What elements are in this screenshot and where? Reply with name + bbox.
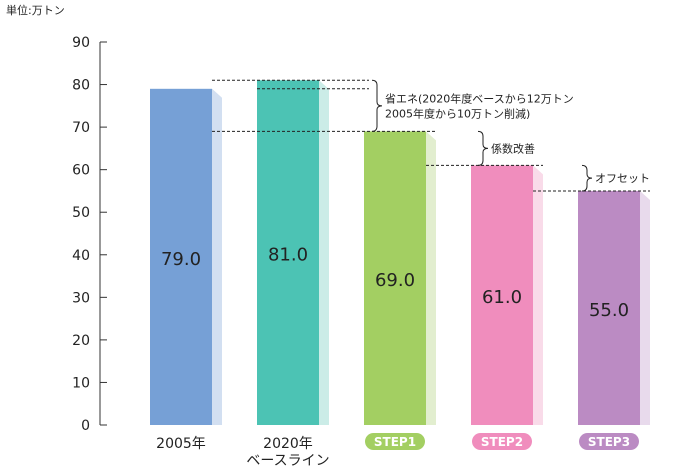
y-tick-label: 80: [72, 78, 90, 94]
bar-value-label: 69.0: [375, 270, 415, 291]
annotation-brace: [477, 130, 489, 166]
bar-shadow: [319, 80, 329, 426]
annotation-text: 省エネ(2020年度ベースから12万トン: [385, 91, 574, 105]
step-badge: [579, 433, 639, 450]
x-category-label: STEP2: [481, 435, 523, 449]
y-tick-label: 0: [81, 418, 90, 434]
bar-shadow: [640, 190, 650, 425]
annotation-text: 2005年度から10万トン削減): [385, 106, 530, 120]
annotation-brace: [371, 79, 383, 132]
y-tick-label: 40: [72, 248, 90, 264]
y-tick-label: 90: [72, 35, 90, 51]
y-tick-label: 60: [72, 163, 90, 179]
bar: [578, 190, 640, 425]
bar: [364, 131, 426, 425]
y-tick-label: 20: [72, 333, 90, 349]
bar-shadow: [426, 131, 436, 425]
bar-shadow: [533, 165, 543, 425]
step-badge: [365, 433, 425, 450]
bar: [257, 80, 319, 426]
x-category-label: STEP1: [374, 435, 416, 449]
unit-label: 単位:万トン: [6, 4, 65, 17]
y-tick-label: 50: [72, 205, 90, 221]
step-badge: [472, 433, 532, 450]
bar: [150, 88, 212, 426]
annotation-text: オフセット: [595, 172, 650, 185]
annotation-text: 係数改善: [491, 141, 535, 155]
bar: [471, 165, 533, 425]
annotation-brace: [581, 164, 593, 192]
y-tick-label: 10: [72, 375, 90, 391]
y-tick-label: 70: [72, 120, 90, 136]
x-category-label-line2: ベースライン: [246, 453, 329, 469]
bar-value-label: 55.0: [589, 300, 629, 321]
y-tick-label: 30: [72, 290, 90, 306]
x-category-label: 2020年: [263, 436, 313, 452]
bar-value-label: 81.0: [268, 245, 308, 266]
x-category-label: STEP3: [588, 435, 630, 449]
bar-value-label: 79.0: [161, 249, 201, 270]
bar-shadow: [212, 88, 222, 426]
bar-value-label: 61.0: [482, 287, 522, 308]
x-category-label: 2005年: [156, 436, 206, 452]
